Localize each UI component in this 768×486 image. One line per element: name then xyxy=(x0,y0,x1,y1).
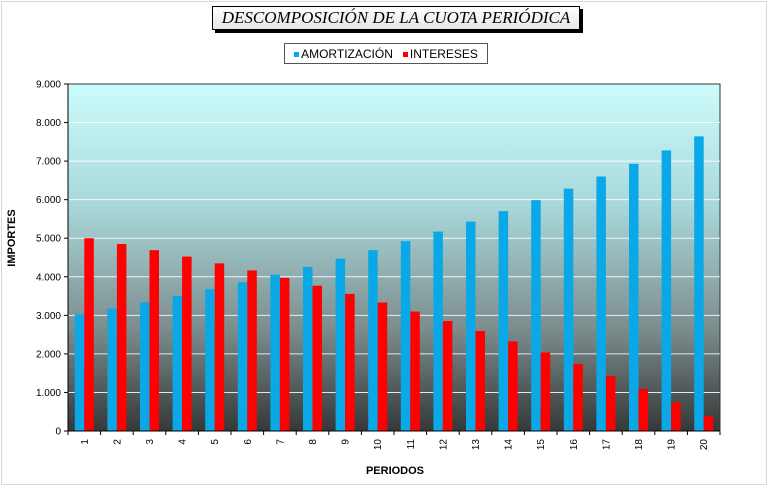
bar-intereses-8 xyxy=(312,285,322,431)
bar-amortizacion-20 xyxy=(694,136,704,431)
x-axis-label: PERIODOS xyxy=(366,465,424,477)
y-tick-label: 8.000 xyxy=(36,118,61,129)
legend-swatch-amortizacion xyxy=(294,51,300,57)
bar-amortizacion-2 xyxy=(107,308,117,431)
bar-amortizacion-19 xyxy=(661,150,672,431)
x-tick-label: 19 xyxy=(667,439,678,451)
bar-intereses-14 xyxy=(508,341,518,431)
bar-amortizacion-7 xyxy=(270,274,280,431)
bar-intereses-12 xyxy=(442,321,453,431)
y-tick-label: 3.000 xyxy=(36,311,61,322)
x-tick-label: 7 xyxy=(275,439,286,445)
bar-intereses-16 xyxy=(573,363,583,431)
bar-intereses-2 xyxy=(116,244,127,431)
bar-amortizacion-3 xyxy=(140,302,150,431)
bar-intereses-17 xyxy=(605,376,616,431)
bar-amortizacion-5 xyxy=(205,289,215,431)
bar-intereses-4 xyxy=(182,256,192,431)
bar-amortizacion-8 xyxy=(303,266,313,431)
x-tick-label: 13 xyxy=(471,439,482,451)
bar-amortizacion-13 xyxy=(466,221,476,431)
bar-intereses-13 xyxy=(475,330,485,431)
y-tick-label: 7.000 xyxy=(36,157,61,168)
bar-amortizacion-18 xyxy=(629,163,639,432)
x-tick-label: 8 xyxy=(308,439,319,445)
x-tick-label: 2 xyxy=(112,439,123,445)
x-tick-label: 17 xyxy=(601,439,612,451)
bar-amortizacion-16 xyxy=(563,188,574,431)
legend-swatch-intereses xyxy=(402,51,408,57)
bar-intereses-5 xyxy=(214,263,225,431)
x-tick-label: 4 xyxy=(178,439,189,445)
x-tick-label: 5 xyxy=(210,439,221,445)
x-tick-label: 11 xyxy=(406,439,417,450)
legend-item-intereses: INTERESES xyxy=(402,46,478,61)
y-tick-label: 1.000 xyxy=(36,388,61,399)
bar-intereses-15 xyxy=(540,352,551,431)
y-tick-label: 4.000 xyxy=(36,272,61,283)
x-tick-label: 14 xyxy=(504,439,515,451)
bar-intereses-11 xyxy=(410,311,420,431)
x-tick-label: 1 xyxy=(80,439,91,445)
bar-intereses-10 xyxy=(377,302,388,431)
bar-amortizacion-9 xyxy=(335,258,346,431)
x-tick-label: 12 xyxy=(438,439,449,451)
bar-intereses-1 xyxy=(84,238,94,431)
bar-amortizacion-14 xyxy=(498,211,509,431)
x-tick-label: 15 xyxy=(536,439,547,451)
x-tick-label: 6 xyxy=(243,439,254,445)
bar-amortizacion-12 xyxy=(433,231,443,431)
bar-amortizacion-4 xyxy=(172,296,183,431)
bar-amortizacion-11 xyxy=(400,241,411,431)
y-tick-label: 2.000 xyxy=(36,349,61,360)
bar-amortizacion-17 xyxy=(596,176,606,431)
bar-intereses-3 xyxy=(149,250,159,431)
legend-item-amortizacion: AMORTIZACIÓN xyxy=(294,47,393,61)
bar-intereses-19 xyxy=(671,402,681,431)
legend-label-amortizacion: AMORTIZACIÓN xyxy=(301,46,393,61)
bar-intereses-6 xyxy=(247,270,257,431)
y-axis-label: IMPORTES xyxy=(6,209,18,266)
bar-amortizacion-6 xyxy=(237,282,248,431)
y-tick-label: 5.000 xyxy=(36,234,61,245)
legend-label-intereses: INTERESES xyxy=(409,46,478,61)
bar-amortizacion-15 xyxy=(531,200,541,431)
plot-area xyxy=(67,83,721,432)
x-tick-label: 3 xyxy=(145,439,156,445)
legend: AMORTIZACIÓN INTERESES xyxy=(284,43,488,64)
y-tick-label: 9.000 xyxy=(36,80,61,91)
bar-intereses-20 xyxy=(703,416,714,431)
bar-intereses-7 xyxy=(279,277,290,431)
chart-title: DESCOMPOSICIÓN DE LA CUOTA PERIÓDICA xyxy=(212,6,580,30)
y-tick-label: 6.000 xyxy=(36,195,61,206)
x-tick-label: 20 xyxy=(699,439,710,451)
bar-intereses-18 xyxy=(638,388,648,431)
bar-amortizacion-1 xyxy=(74,314,85,431)
x-tick-label: 9 xyxy=(341,439,352,445)
bar-amortizacion-10 xyxy=(368,250,378,431)
bar-intereses-9 xyxy=(345,293,355,431)
x-tick-label: 10 xyxy=(373,439,384,451)
x-tick-label: 16 xyxy=(569,439,580,451)
y-tick-label: 0 xyxy=(55,427,61,438)
x-tick-label: 18 xyxy=(634,439,645,451)
